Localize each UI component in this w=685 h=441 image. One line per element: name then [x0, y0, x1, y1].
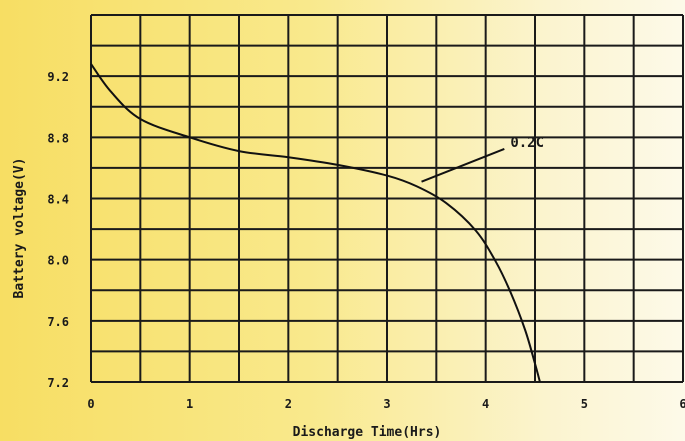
x-axis-title: Discharge Time(Hrs) — [293, 425, 442, 440]
grid — [90, 14, 684, 383]
series-layer — [90, 63, 541, 383]
x-tick-label: 3 — [383, 397, 390, 411]
series-annotation-label: 0.2C — [510, 135, 544, 151]
annotation-layer: 0.2C — [421, 135, 544, 183]
x-tick-label: 2 — [285, 397, 292, 411]
discharge-curve-line — [90, 63, 541, 383]
y-tick-label: 8.4 — [47, 193, 69, 207]
y-tick-label: 7.2 — [47, 376, 69, 390]
x-tick-label: 5 — [581, 397, 588, 411]
y-tick-label: 9.2 — [47, 70, 69, 84]
annotation-pointer-line — [421, 148, 505, 183]
y-tick-label: 7.6 — [47, 315, 69, 329]
y-tick-label: 8.0 — [47, 254, 69, 268]
tick-labels: 0 1 2 3 4 5 6 7.2 7.6 8.0 8.4 8.8 9.2 — [47, 70, 685, 411]
x-tick-label: 6 — [679, 397, 685, 411]
y-axis-title: Battery voltage(V) — [12, 158, 27, 299]
x-tick-label: 1 — [186, 397, 193, 411]
x-tick-label: 0 — [87, 397, 94, 411]
y-tick-label: 8.8 — [47, 131, 69, 145]
x-tick-label: 4 — [482, 397, 489, 411]
